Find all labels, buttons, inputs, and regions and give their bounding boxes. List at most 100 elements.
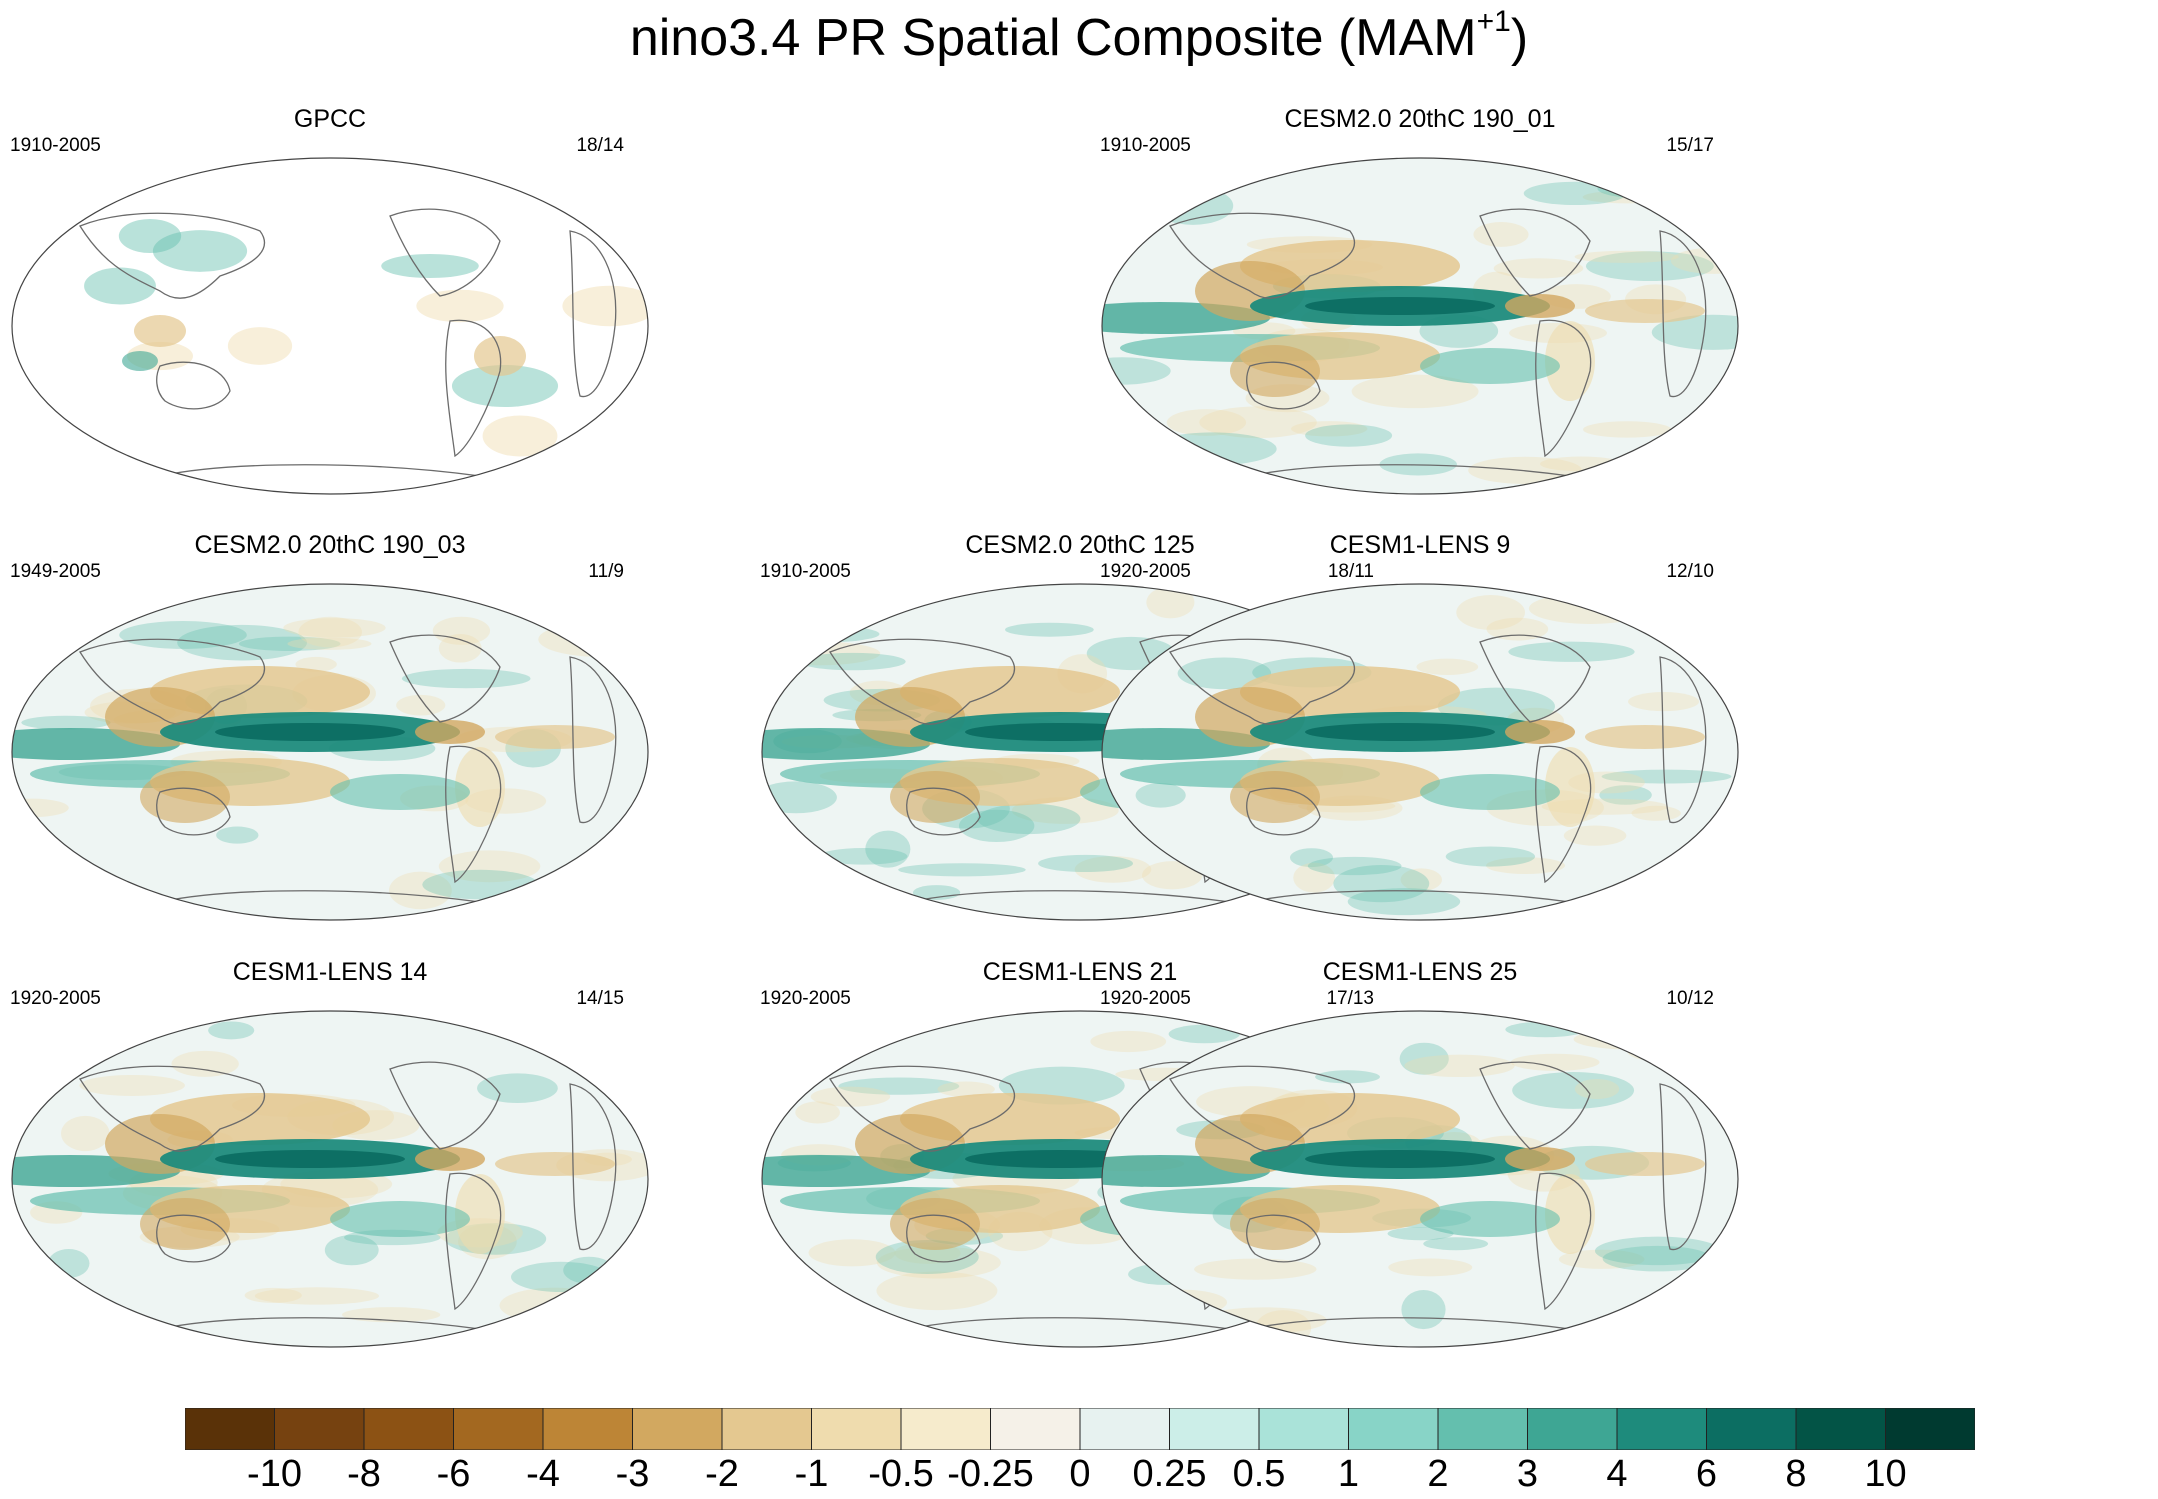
precip-anomaly xyxy=(1583,421,1672,438)
coastline xyxy=(1659,1083,1707,1251)
precip-anomaly xyxy=(1486,857,1566,874)
precip-anomaly xyxy=(254,1287,380,1305)
coastline xyxy=(79,1065,266,1152)
precip-anomaly xyxy=(61,1115,110,1152)
coastline xyxy=(156,1214,231,1263)
coastline xyxy=(389,634,501,723)
precip-anomaly-dry xyxy=(1230,771,1320,823)
precip-anomaly-dry xyxy=(415,1147,485,1171)
map-frame xyxy=(11,1010,649,1348)
map-panel-cesm1-lens-14: CESM1-LENS 14 1920-2005 14/15 xyxy=(0,957,660,1377)
precip-anomaly xyxy=(563,1283,648,1321)
precip-anomaly xyxy=(396,694,446,716)
precip-anomaly xyxy=(865,830,911,868)
coastline xyxy=(159,890,481,903)
precip-anomaly xyxy=(1333,864,1430,903)
precip-anomaly xyxy=(762,625,880,643)
precip-anomaly-dry xyxy=(890,771,980,823)
colorbar-tick-label: -0.5 xyxy=(868,1453,934,1495)
precip-anomaly xyxy=(432,616,491,645)
colorbar-swatch xyxy=(542,1408,633,1450)
precip-anomaly xyxy=(388,871,452,910)
precip-anomaly xyxy=(563,1256,615,1284)
precip-anomaly xyxy=(1620,584,1729,621)
coastline xyxy=(1535,319,1592,458)
precip-anomaly xyxy=(1473,222,1529,247)
precip-anomaly xyxy=(898,863,1026,877)
panel-period: 1910-2005 xyxy=(10,135,101,156)
coastline xyxy=(1249,1317,1571,1330)
panel-title: CESM2.0 20thC 190_03 xyxy=(194,531,466,559)
colorbar-tick-label: -1 xyxy=(794,1453,829,1495)
panel-period: 1920-2005 xyxy=(1100,561,1191,582)
precip-anomaly-dry xyxy=(415,720,485,744)
precip-anomaly-dry xyxy=(1545,321,1595,401)
precip-anomaly xyxy=(12,1281,92,1301)
panel-title: GPCC xyxy=(293,105,367,133)
colorbar-tick-label: 0 xyxy=(1069,1453,1091,1495)
precip-anomaly-dry xyxy=(495,725,615,749)
colorbar-tick-label: 6 xyxy=(1695,1453,1718,1495)
precip-anomaly-wet xyxy=(1420,348,1560,384)
precip-anomaly xyxy=(295,656,337,672)
precip-anomaly-dry xyxy=(1230,345,1320,397)
precip-anomaly-wet xyxy=(215,1150,405,1168)
coastline xyxy=(1246,1214,1321,1263)
precip-anomaly xyxy=(1090,1030,1167,1053)
coastline xyxy=(1249,464,1571,477)
panel-count: 15/17 xyxy=(1666,135,1714,156)
panel-title: CESM1-LENS 14 xyxy=(232,958,428,986)
coastline xyxy=(569,230,617,398)
colorbar-swatch xyxy=(1258,1408,1349,1450)
coastline xyxy=(156,361,231,410)
precip-anomaly xyxy=(171,1050,239,1077)
precip-anomaly xyxy=(1305,424,1393,447)
precip-anomaly xyxy=(1651,314,1738,350)
precip-anomaly-wet xyxy=(330,1201,470,1237)
colorbar-tick-label: -8 xyxy=(347,1453,381,1495)
colorbar-tick-label: 0.5 xyxy=(1232,1453,1286,1495)
precip-anomaly xyxy=(585,865,648,901)
coastline xyxy=(909,890,1231,903)
colorbar-tick-label: -10 xyxy=(247,1453,302,1495)
panel-count: 18/11 xyxy=(1327,561,1374,582)
panel-period: 1910-2005 xyxy=(1100,135,1191,156)
precip-anomaly-dry xyxy=(1505,720,1575,744)
precip-anomaly xyxy=(84,267,156,305)
robinson-map xyxy=(1101,583,1739,921)
precip-anomaly xyxy=(1136,1289,1228,1316)
precip-anomaly xyxy=(21,715,111,730)
map-frame xyxy=(11,583,649,921)
colorbar-swatch xyxy=(185,1408,275,1450)
precip-anomaly xyxy=(1493,258,1584,279)
coastline xyxy=(1659,230,1707,398)
precip-anomaly xyxy=(1307,856,1402,876)
precip-anomaly-wet xyxy=(1420,1201,1560,1237)
colorbar-swatch xyxy=(1795,1408,1886,1450)
map-frame xyxy=(1101,157,1739,495)
precip-anomaly xyxy=(1512,1071,1635,1109)
precip-anomaly xyxy=(1486,617,1549,641)
colorbar-swatch xyxy=(811,1408,902,1450)
precip-anomaly xyxy=(283,618,386,638)
precip-anomaly xyxy=(244,1287,302,1303)
precip-anomaly xyxy=(227,327,293,365)
precip-anomaly xyxy=(208,1021,255,1040)
colorbar-tick-label: 2 xyxy=(1427,1453,1449,1495)
precip-anomaly xyxy=(958,809,1035,843)
panel-title: CESM2.0 20thC 125 xyxy=(965,531,1195,559)
coastline xyxy=(445,1172,502,1311)
coastline xyxy=(1479,634,1591,723)
coastline xyxy=(569,1083,617,1251)
precip-anomaly xyxy=(1255,1310,1312,1347)
precip-anomaly xyxy=(799,652,906,671)
precip-anomaly-dry xyxy=(455,1174,505,1254)
colorbar-swatch xyxy=(1348,1408,1439,1450)
precip-anomaly xyxy=(381,253,479,279)
precip-anomaly xyxy=(977,803,1081,835)
precip-anomaly xyxy=(1594,1236,1721,1266)
colorbar-tick-label: -4 xyxy=(526,1453,560,1495)
precip-anomaly xyxy=(1404,1054,1515,1078)
coastline xyxy=(156,787,231,836)
precip-anomaly xyxy=(118,218,182,254)
